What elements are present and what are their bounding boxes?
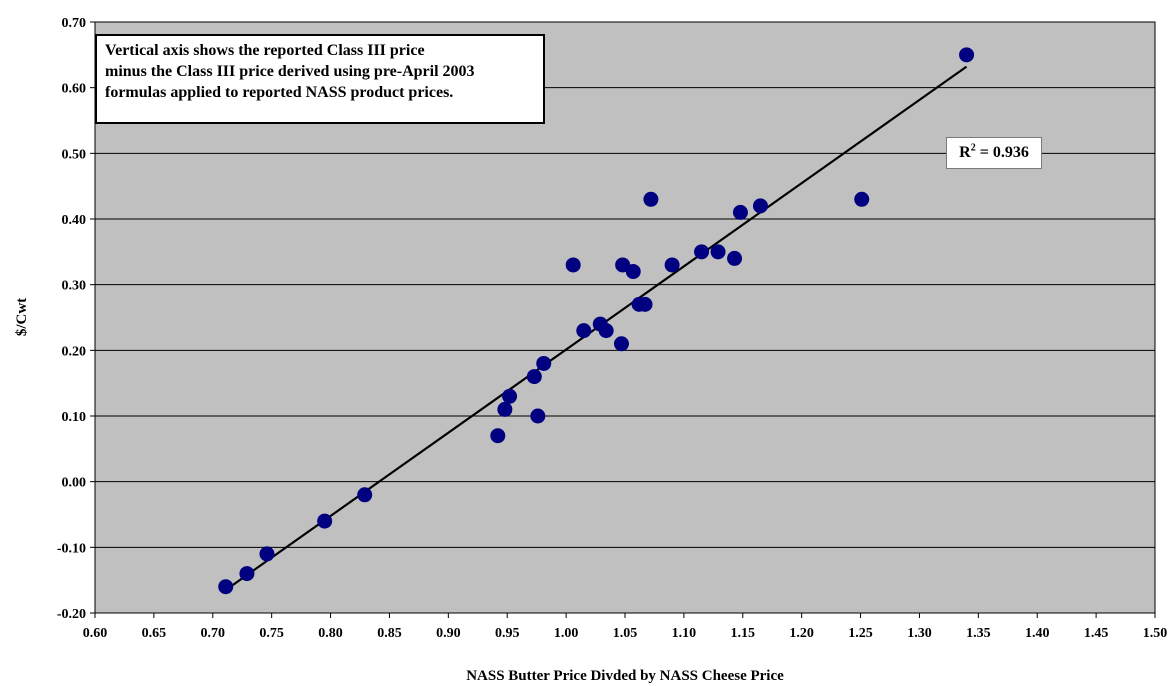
y-tick-label: 0.40 (62, 213, 87, 228)
y-axis-title: $/Cwt (14, 298, 30, 336)
annotation-line: formulas applied to reported NASS produc… (105, 84, 454, 101)
x-tick-label: 0.95 (495, 626, 520, 641)
data-point (218, 579, 234, 595)
data-point (490, 428, 506, 444)
y-tick-label: 0.10 (62, 410, 87, 425)
x-axis: 0.60 0.65 0.70 0.75 0.80 0.85 0.90 0.95 1.00 1.05… (83, 613, 1168, 641)
data-point (727, 250, 743, 266)
data-point (497, 401, 513, 417)
x-tick-label: 0.85 (377, 626, 402, 641)
data-point (643, 191, 659, 207)
data-point (664, 257, 680, 273)
data-point (752, 198, 768, 214)
y-tick-label: 0.00 (62, 476, 87, 491)
annotation-box: Vertical axis shows the reported Class I… (95, 34, 545, 124)
y-tick-label: 0.50 (62, 147, 87, 162)
data-point (576, 323, 592, 339)
x-tick-label: 1.45 (1084, 626, 1109, 641)
x-tick-label: 1.35 (966, 626, 991, 641)
data-point (637, 296, 653, 312)
y-tick-label: 0.20 (62, 344, 87, 359)
data-point (530, 408, 546, 424)
r-squared-label: R2 = 0.936 (946, 137, 1042, 169)
data-points (218, 47, 975, 595)
data-point (710, 244, 726, 260)
x-tick-label: 0.90 (436, 626, 461, 641)
y-tick-label: 0.60 (62, 82, 87, 97)
x-tick-label: 1.25 (848, 626, 873, 641)
data-point (598, 323, 614, 339)
data-point (536, 355, 552, 371)
x-tick-label: 1.40 (1025, 626, 1050, 641)
data-point (694, 244, 710, 260)
x-tick-label: 1.30 (907, 626, 932, 641)
x-tick-label: 1.15 (731, 626, 756, 641)
y-tick-label: 0.70 (62, 16, 87, 31)
y-tick-label: 0.30 (62, 279, 87, 294)
annotation-line: minus the Class III price derived using … (105, 63, 475, 80)
x-tick-label: 1.50 (1143, 626, 1168, 641)
data-point (239, 566, 255, 582)
x-tick-label: 0.65 (142, 626, 167, 641)
x-tick-label: 0.70 (201, 626, 226, 641)
data-point (259, 546, 275, 562)
data-point (854, 191, 870, 207)
x-tick-label: 1.20 (789, 626, 814, 641)
data-point (526, 369, 542, 385)
annotation-line: Vertical axis shows the reported Class I… (105, 42, 425, 59)
data-point (317, 513, 333, 529)
y-tick-label: -0.20 (57, 607, 86, 622)
x-tick-label: 0.75 (259, 626, 284, 641)
data-point (502, 388, 518, 404)
x-tick-label: 0.80 (318, 626, 343, 641)
data-point (357, 487, 373, 503)
data-point (613, 336, 629, 352)
y-axis: -0.20 -0.10 0.00 0.10 0.20 0.30 0.40 0.50 0.60 0.… (57, 16, 95, 622)
x-tick-label: 0.60 (83, 626, 108, 641)
y-tick-label: -0.10 (57, 541, 86, 556)
x-tick-label: 1.00 (554, 626, 579, 641)
x-tick-label: 1.05 (613, 626, 638, 641)
x-axis-title: NASS Butter Price Divded by NASS Cheese … (466, 668, 784, 684)
data-point (732, 204, 748, 220)
data-point (565, 257, 581, 273)
data-point (625, 264, 641, 280)
x-tick-label: 1.10 (672, 626, 697, 641)
data-point (959, 47, 975, 63)
